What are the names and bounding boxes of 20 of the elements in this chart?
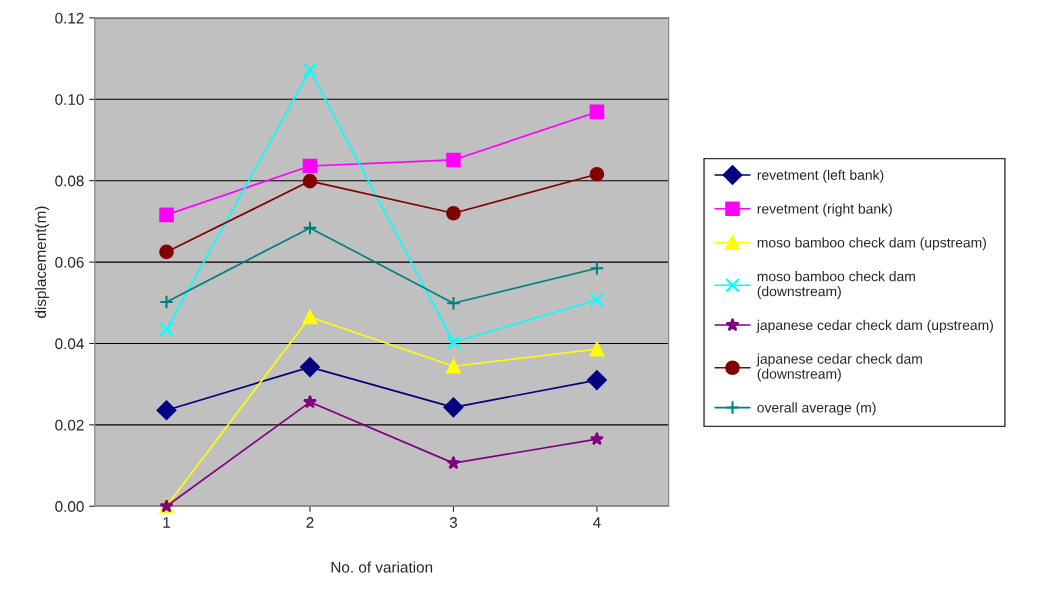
- legend-label: japanese cedar check dam (upstream): [756, 319, 993, 333]
- x-axis-title: No. of variation: [331, 561, 433, 573]
- y-tick-label: 0.02: [55, 419, 84, 431]
- legend-label: moso bamboo check dam (upstream): [757, 237, 986, 251]
- legend-label: moso bamboo check dam (downstream): [757, 271, 915, 299]
- y-tick-label: 0.06: [55, 256, 84, 268]
- y-tick-label: 0.10: [55, 94, 84, 105]
- y-tick-label: 0.12: [55, 12, 84, 24]
- x-tick-label: 2: [306, 517, 314, 528]
- x-tick-label: 4: [593, 517, 601, 528]
- legend-label: overall average (m): [757, 402, 876, 416]
- y-tick-label: 0.08: [55, 175, 84, 187]
- x-tick-label: 3: [449, 517, 458, 528]
- legend-label: revetment (right bank): [757, 203, 892, 217]
- y-tick-label: 0.00: [55, 501, 84, 512]
- y-axis-title: displacement(m): [34, 206, 50, 318]
- legend-label: revetment (left bank): [757, 169, 884, 183]
- y-tick-label: 0.04: [55, 338, 84, 350]
- legend-label: japanese cedar check dam (downstream): [756, 353, 922, 382]
- x-tick-label: 1: [163, 517, 171, 528]
